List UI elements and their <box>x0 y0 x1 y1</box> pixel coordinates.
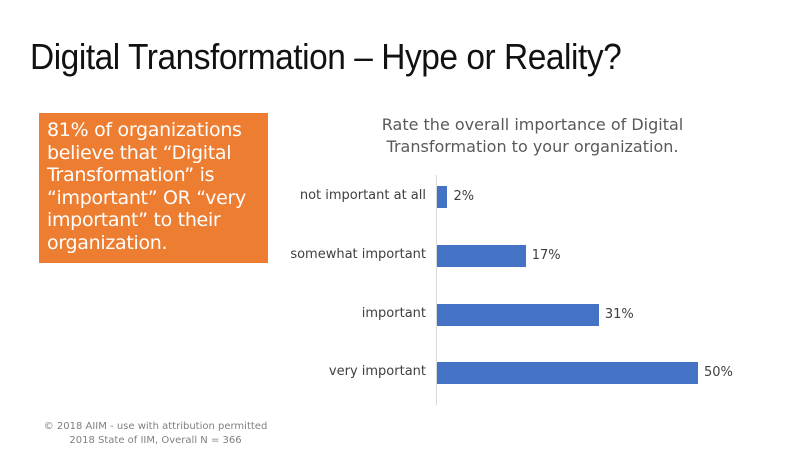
slide-title: Digital Transformation – Hype or Reality… <box>30 36 622 77</box>
data-label: 2% <box>453 189 475 204</box>
bar <box>437 304 599 326</box>
category-label: not important at all <box>299 188 426 203</box>
footer-note: © 2018 AIIM - use with attribution permi… <box>28 420 283 448</box>
bar <box>437 362 698 384</box>
data-label: 17% <box>531 248 561 263</box>
chart-title: Rate the overall importance of Digital T… <box>381 115 684 156</box>
callout-box: 81% of organizations believe that “Digit… <box>39 113 268 263</box>
callout-text: 81% of organizations believe that “Digit… <box>47 119 246 254</box>
category-label: somewhat important <box>290 247 426 262</box>
bar <box>437 245 526 267</box>
bar <box>437 186 448 208</box>
data-label: 50% <box>704 365 733 380</box>
copyright-text: © 2018 AIIM - use with attribution permi… <box>43 421 268 432</box>
category-label: important <box>361 306 426 321</box>
data-label: 31% <box>604 307 634 322</box>
category-label: very important <box>328 364 426 379</box>
source-text: 2018 State of IIM, Overall N = 366 <box>69 435 242 446</box>
category-axis <box>436 175 437 405</box>
